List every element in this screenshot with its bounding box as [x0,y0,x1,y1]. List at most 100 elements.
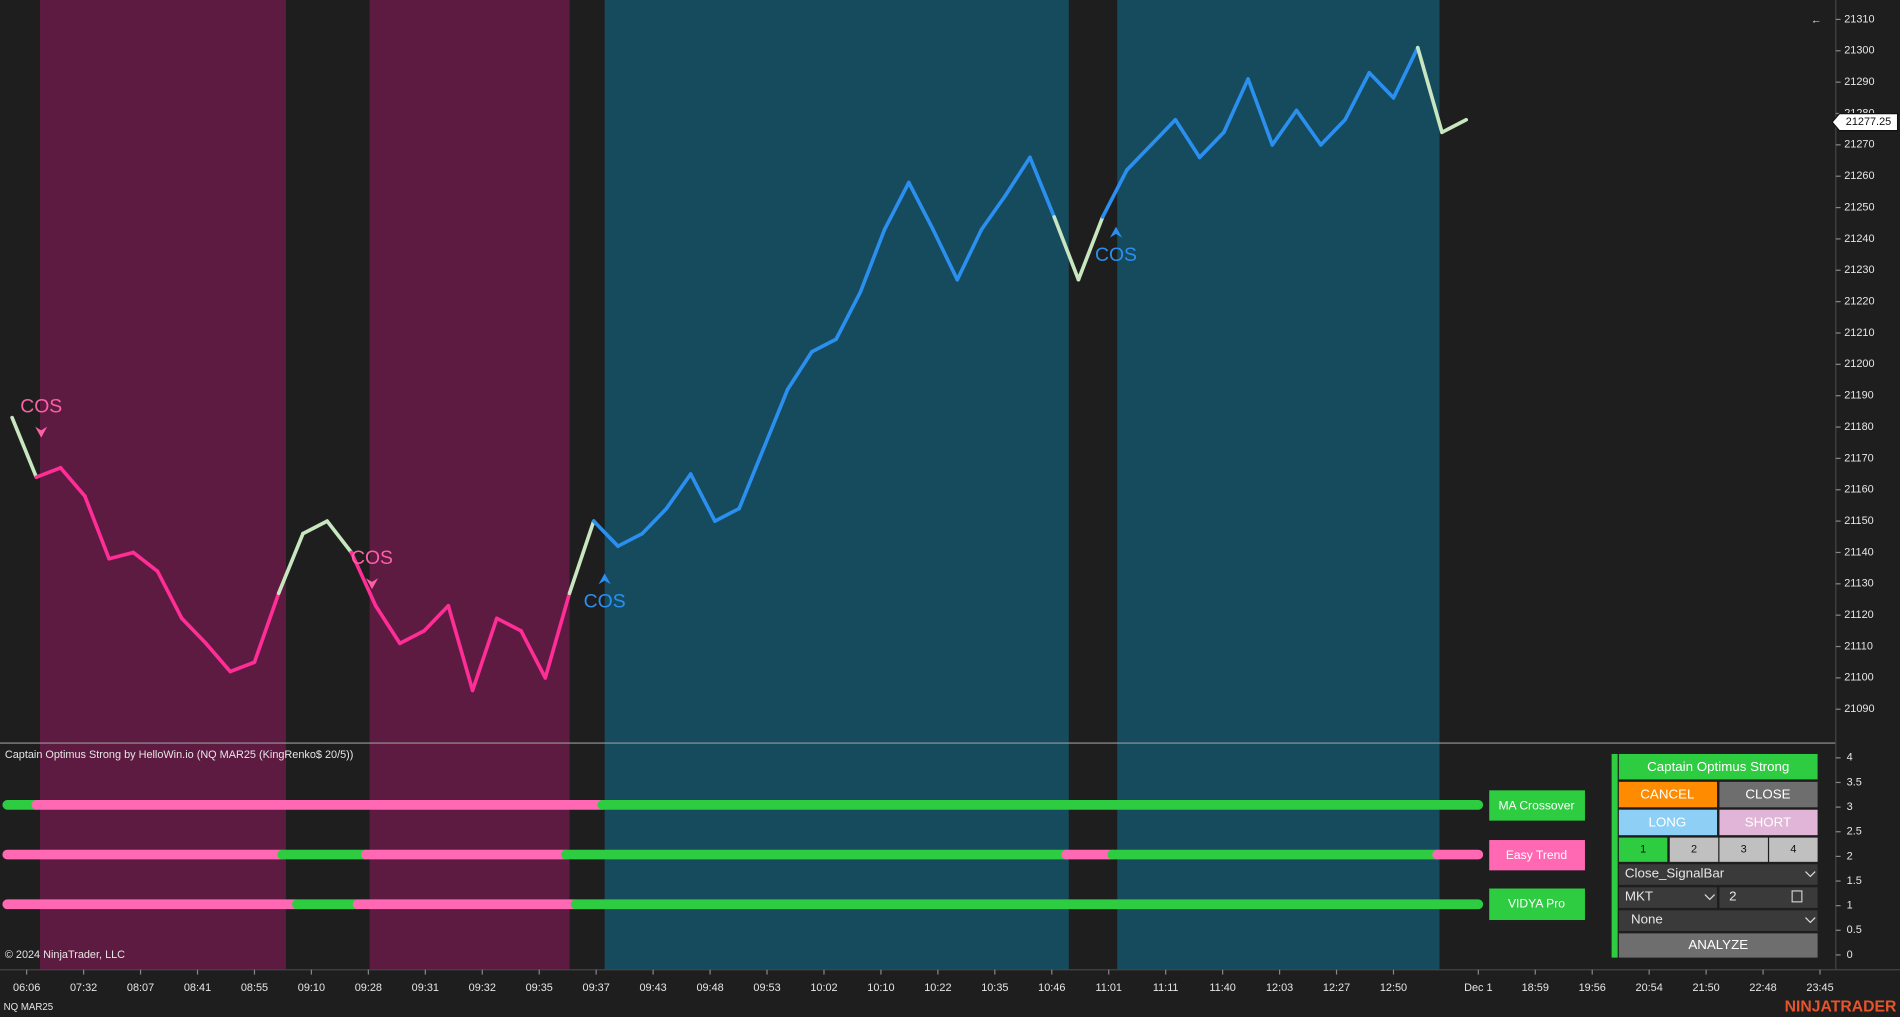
quantity-field[interactable] [1719,887,1818,908]
cos-label: COS [1095,244,1137,266]
y-tick-label: 21270 [1844,139,1874,151]
price-segment [519,629,548,680]
indicator-tag [1489,840,1585,871]
order-type-dropdown[interactable] [1618,887,1718,908]
bear-band [369,0,570,970]
calc-icon[interactable] [1791,890,1803,903]
y-tick-label: 2 [1847,850,1853,862]
price-segment [640,506,669,536]
x-tick-label: 09:32 [469,982,496,994]
price-segment [1003,155,1032,197]
close-button[interactable] [1719,781,1818,808]
price-segment [494,616,523,633]
y-tick-label: 21300 [1844,45,1874,57]
x-tick-label: 12:50 [1380,982,1407,994]
y-tick-label: 21310 [1844,13,1874,25]
dropdown-caret [1805,917,1816,924]
x-tick-label: 12:27 [1323,982,1350,994]
price-segment [616,531,645,549]
x-tick-label: 08:55 [241,982,268,994]
cancel-label[interactable]: CANCEL [1640,787,1694,802]
x-tick-label: 20:54 [1636,982,1663,994]
x-tick-label: 09:10 [298,982,325,994]
price-segment [398,629,426,646]
price-segment [834,290,863,342]
order-panel: Captain Optimus Strong CANCEL CLOSE LONG… [1611,753,1818,958]
option-value[interactable]: None [1631,912,1663,927]
price-segment [785,349,814,392]
price-segment [373,603,402,646]
size-label[interactable]: 3 [1741,844,1747,856]
size-button[interactable] [1618,837,1668,862]
price-segment [179,616,208,646]
price-segment [131,550,160,574]
price-segment [906,180,935,232]
x-tick-label: 10:22 [924,982,951,994]
y-tick-label: 21100 [1844,672,1873,684]
size-button[interactable] [1719,837,1768,862]
bull-band [1117,0,1440,970]
size-button[interactable] [1769,837,1818,862]
long-label[interactable]: LONG [1648,815,1686,830]
y-tick-label: 21220 [1844,296,1874,308]
y-tick-label: 4 [1847,752,1853,764]
price-segment [1149,117,1178,147]
x-tick-label: 06:06 [13,982,40,994]
long-button[interactable] [1618,809,1718,836]
y-tick-label: 21110 [1844,640,1873,652]
price-segment [1270,108,1299,147]
panel-title: Captain Optimus Strong [1647,759,1789,774]
indicator-rows [2,800,1484,910]
x-tick-label: 21:50 [1692,982,1719,994]
price-segment [107,550,136,561]
price-segment [1052,215,1081,282]
analyze-button[interactable] [1618,933,1818,958]
y-tick-label: 21240 [1844,233,1874,245]
price-segment [58,465,87,498]
close-label[interactable]: CLOSE [1745,787,1790,802]
price-segment [10,415,39,480]
order-type-value[interactable]: MKT [1625,889,1653,904]
x-tick-label: 09:31 [412,982,439,994]
price-segment [955,227,984,282]
short-button[interactable] [1719,809,1818,836]
signal-dropdown[interactable] [1618,864,1818,885]
price-segment [688,472,717,523]
y-tick-label: 1 [1847,900,1853,912]
price-segment [1222,77,1250,135]
price-segment [1343,70,1372,122]
price-segment [155,569,184,621]
price-segment [1440,117,1469,135]
price-segment [664,472,693,511]
x-tick-label: 08:41 [184,982,211,994]
y-tick-label: 21210 [1844,327,1874,339]
size-label[interactable]: 1 [1640,844,1646,856]
short-label[interactable]: SHORT [1745,815,1791,830]
price-segment [349,550,378,608]
price-segment [979,193,1008,232]
back-arrow[interactable]: ← [1811,14,1822,26]
cancel-button[interactable] [1618,781,1718,808]
y-tick-label: 21120 [1844,609,1873,621]
price-segment [325,519,354,555]
x-tick-label: 11:01 [1096,982,1122,994]
option-dropdown[interactable] [1618,910,1818,931]
signal-value[interactable]: Close_SignalBar [1625,865,1725,880]
price-segment [252,591,281,665]
indicator-tag-label: VIDYA Pro [1508,896,1565,910]
price-segment [1197,130,1226,160]
size-label[interactable]: 4 [1790,844,1796,856]
price-segment [204,641,233,674]
x-tick-label: 09:37 [583,982,610,994]
size-button[interactable] [1669,837,1719,862]
analyze-label[interactable]: ANALYZE [1688,937,1748,952]
size-label[interactable]: 2 [1691,844,1697,856]
price-segment [446,603,475,693]
price-segment [1173,117,1202,160]
price-segment [1100,168,1129,219]
y-tick-label: 21160 [1844,484,1873,496]
panel-stripe [1611,753,1618,958]
cos-arrow [598,573,611,585]
quantity-value[interactable]: 2 [1729,889,1736,904]
